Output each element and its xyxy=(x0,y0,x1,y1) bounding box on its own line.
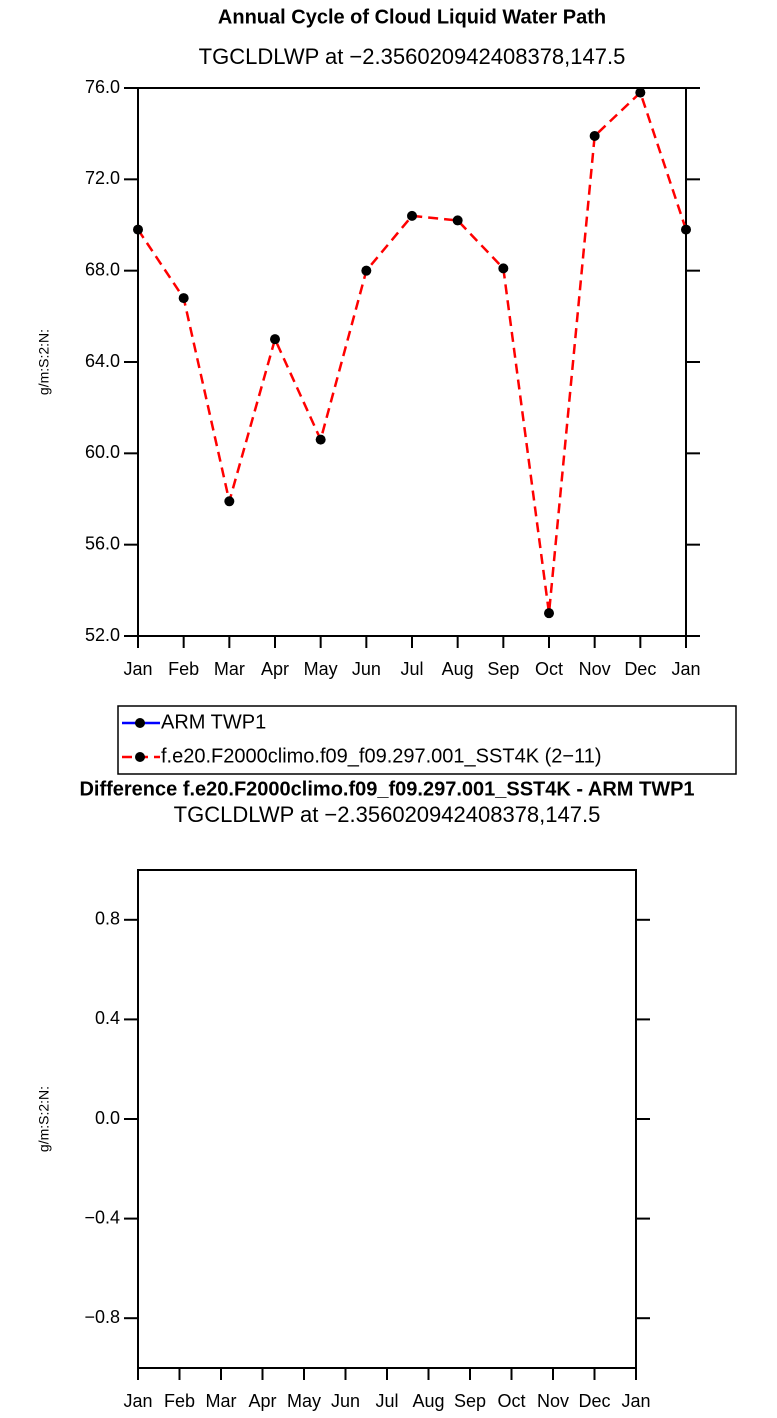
x-tick-label: May xyxy=(304,659,338,679)
chart-subtitle: TGCLDLWP at −2.356020942408378,147.5 xyxy=(174,802,601,827)
y-tick-label: 60.0 xyxy=(85,442,120,462)
chart-title: Annual Cycle of Cloud Liquid Water Path xyxy=(218,6,606,28)
legend-marker xyxy=(135,718,145,728)
x-tick-label: Mar xyxy=(206,1391,237,1411)
x-tick-label: Jan xyxy=(671,659,700,679)
x-tick-label: Sep xyxy=(454,1391,486,1411)
x-tick-label: Feb xyxy=(164,1391,195,1411)
legend-box xyxy=(117,705,737,775)
data-point xyxy=(178,293,189,304)
x-tick-label: Jul xyxy=(400,659,423,679)
y-tick-label: 64.0 xyxy=(85,351,120,371)
legend-label: f.e20.F2000climo.f09_f09.297.001_SST4K (… xyxy=(161,745,601,767)
x-tick-label: Dec xyxy=(578,1391,610,1411)
x-tick-label: Mar xyxy=(214,659,245,679)
data-point xyxy=(133,224,143,235)
y-tick-label: −0.8 xyxy=(84,1307,120,1327)
data-point xyxy=(544,608,554,619)
legend-marker xyxy=(135,752,145,762)
chart-title: Difference f.e20.F2000climo.f09_f09.297.… xyxy=(79,778,694,800)
x-tick-label: Aug xyxy=(412,1391,444,1411)
data-point xyxy=(407,210,417,221)
x-tick-label: Jan xyxy=(123,1391,152,1411)
plot-frame xyxy=(137,87,687,637)
y-tick-label: −0.4 xyxy=(84,1207,120,1227)
data-point xyxy=(224,496,235,507)
y-tick-label: 0.8 xyxy=(95,909,120,929)
y-tick-label: 0.0 xyxy=(95,1108,120,1128)
y-axis-label: g/m:S:2:N: xyxy=(36,329,52,395)
x-tick-label: Sep xyxy=(487,659,519,679)
x-tick-label: Jul xyxy=(375,1391,398,1411)
data-point xyxy=(681,224,691,235)
legend-label: ARM TWP1 xyxy=(161,711,266,733)
x-tick-label: Oct xyxy=(535,659,563,679)
data-point xyxy=(361,265,372,276)
x-tick-label: Jun xyxy=(352,659,381,679)
x-tick-label: Jun xyxy=(331,1391,360,1411)
x-tick-label: Aug xyxy=(442,659,474,679)
plot-frame xyxy=(137,869,637,1369)
y-tick-label: 56.0 xyxy=(85,533,120,553)
x-tick-label: Dec xyxy=(624,659,656,679)
x-tick-label: Feb xyxy=(168,659,199,679)
x-tick-label: Nov xyxy=(579,659,611,679)
x-tick-label: May xyxy=(287,1391,321,1411)
y-axis-label: g/m:S:2:N: xyxy=(36,1086,52,1152)
chart-subtitle: TGCLDLWP at −2.356020942408378,147.5 xyxy=(199,44,626,69)
x-tick-label: Jan xyxy=(123,659,152,679)
data-point xyxy=(498,263,509,274)
data-point xyxy=(315,434,326,445)
y-tick-label: 52.0 xyxy=(85,625,120,645)
x-tick-label: Jan xyxy=(621,1391,650,1411)
x-tick-label: Apr xyxy=(261,659,289,679)
y-tick-label: 68.0 xyxy=(85,259,120,279)
y-tick-label: 72.0 xyxy=(85,168,120,188)
data-point xyxy=(589,130,600,141)
data-point xyxy=(635,87,646,98)
data-point xyxy=(452,215,463,226)
series-line xyxy=(136,90,688,614)
y-tick-label: 0.4 xyxy=(95,1008,120,1028)
x-tick-label: Oct xyxy=(497,1391,525,1411)
x-tick-label: Nov xyxy=(537,1391,569,1411)
data-point xyxy=(270,334,280,345)
y-tick-label: 76.0 xyxy=(85,77,120,97)
x-tick-label: Apr xyxy=(248,1391,276,1411)
